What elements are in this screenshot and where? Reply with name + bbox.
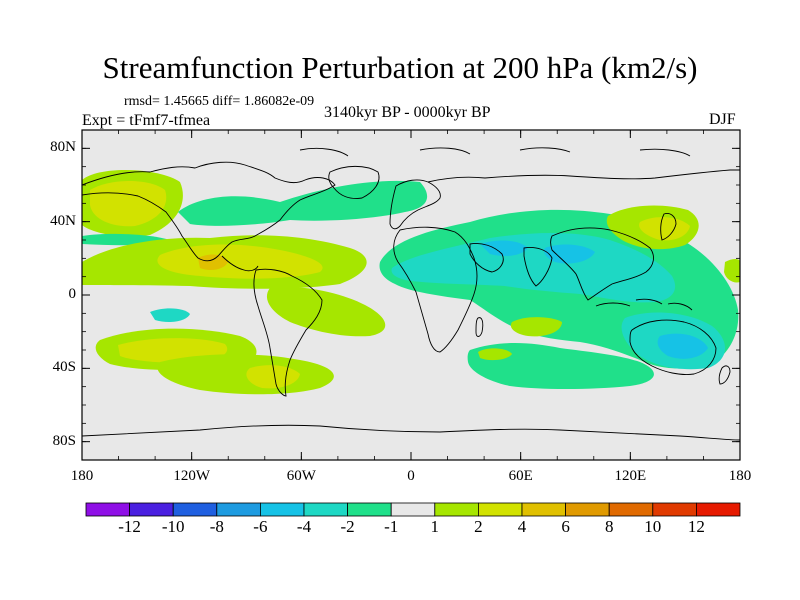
coastlines (82, 147, 740, 441)
chart-title: Streamfunction Perturbation at 200 hPa (… (102, 50, 698, 85)
colorbar-label: -2 (340, 517, 355, 536)
anomaly-africa-asia-core (391, 233, 676, 303)
colorbar-swatch (565, 502, 610, 517)
colorbar-label: -10 (161, 517, 185, 536)
y-tick-label: 40N (50, 212, 76, 229)
colorbar-swatch (216, 502, 261, 517)
anomaly-asia-max (480, 240, 595, 264)
season-label: DJF (709, 111, 736, 128)
colorbar-swatch (608, 502, 654, 517)
x-tick-label: 180 (70, 468, 94, 484)
period-label: 3140kyr BP - 0000kyr BP (324, 104, 491, 121)
colorbar-swatch (390, 502, 436, 517)
anomaly-s-america-band (266, 286, 386, 337)
colorbar-label: 2 (474, 517, 483, 536)
colorbar-swatch (303, 502, 348, 517)
anomaly-ne-pacific-core (90, 181, 167, 227)
colorbar-swatch (85, 502, 130, 517)
colorbar-swatch (172, 502, 218, 517)
colorbar-label: 4 (517, 517, 527, 536)
x-tick-label: 60E (508, 468, 533, 484)
colorbar-label: -12 (118, 517, 141, 536)
colorbar-label: -8 (209, 517, 224, 536)
anomaly-mexico-core (157, 244, 323, 279)
colorbar-swatch (521, 502, 566, 517)
x-tick-label: 120E (614, 468, 647, 484)
colorbar-label: 8 (604, 517, 614, 536)
colorbar-swatch (347, 502, 392, 517)
colorbar-label: 1 (430, 517, 440, 536)
anomaly-australia-core (657, 333, 708, 359)
anomaly-tropical-negative (150, 308, 190, 322)
colorbar-label: 6 (561, 517, 570, 536)
y-tick-label: 80N (50, 139, 76, 156)
axis-ticks (81, 130, 741, 460)
field-layer (82, 147, 740, 441)
y-tick-label: 0 (68, 286, 77, 302)
colorbar-label: -1 (384, 517, 399, 536)
colorbar-label: 12 (687, 517, 705, 536)
anomaly-mexico-max (198, 254, 228, 270)
anomaly-n-atlantic (178, 180, 428, 226)
x-tick-label: 180 (728, 468, 752, 484)
colorbar-swatch (129, 502, 174, 517)
colorbar-swatch (434, 502, 479, 517)
colorbar-label: -4 (296, 517, 312, 536)
colorbar-swatch (696, 502, 741, 517)
y-tick-label: 80S (52, 432, 76, 449)
y-tick-label: 40S (52, 359, 76, 376)
colorbar-label: 10 (644, 517, 662, 536)
colorbar-swatch (652, 502, 697, 517)
x-tick-label: 60W (286, 468, 316, 484)
experiment-label: Expt = tFmf7-tfmea (82, 112, 211, 129)
colorbar (85, 502, 741, 517)
colorbar-label: -6 (253, 517, 268, 536)
anomaly-s-indian-positive (510, 317, 562, 337)
stats-label: rmsd= 1.45665 diff= 1.86082e-09 (124, 94, 315, 109)
x-tick-label: 0 (407, 468, 415, 484)
anomaly-s-indian (467, 343, 654, 389)
x-tick-label: 120W (173, 468, 210, 484)
anomaly-nw-pacific-core (639, 217, 690, 241)
anomaly-madagascar-positive (478, 348, 512, 361)
colorbar-swatch (259, 502, 305, 517)
colorbar-swatch (477, 502, 523, 517)
